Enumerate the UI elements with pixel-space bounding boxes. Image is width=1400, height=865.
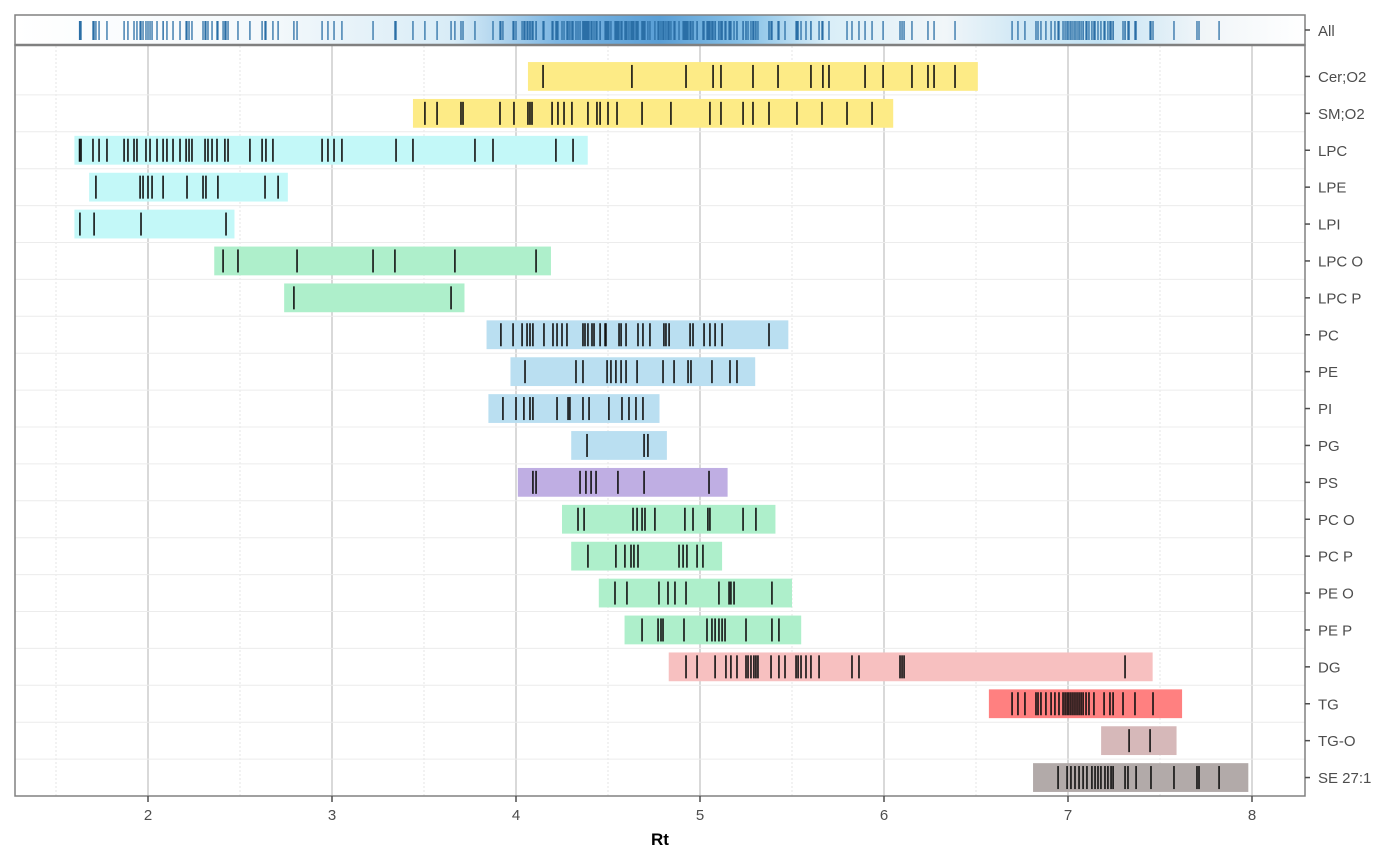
band-pi [488, 394, 660, 423]
y-label: LPC O [1318, 253, 1363, 270]
rt-ticks [78, 64, 1220, 790]
x-tick-label: 4 [512, 807, 520, 824]
y-label: PG [1318, 438, 1340, 455]
y-label: LPI [1318, 217, 1341, 234]
band-lpc-o [214, 246, 551, 276]
y-axis: Cer;O2 SM;O2 LPC LPE LPI LPC O LPC P PC PE PI PG PS… [1305, 69, 1371, 787]
y-label-all: All [1318, 23, 1335, 40]
x-tick-label: 5 [696, 807, 704, 824]
y-label: PE P [1318, 622, 1352, 639]
x-axis: 2 3 4 5 6 7 8 [144, 796, 1256, 824]
y-label: TG [1318, 696, 1339, 713]
y-label: PC P [1318, 549, 1353, 566]
band-pe [510, 357, 756, 387]
band-dg [668, 652, 1153, 682]
band-lpc [74, 135, 588, 165]
y-label: PE [1318, 364, 1338, 381]
y-label: TG-O [1318, 733, 1356, 750]
y-label: LPE [1318, 180, 1346, 197]
x-axis-title: Rt [651, 830, 669, 849]
band-se-27-1 [1033, 763, 1249, 792]
band-pe-o [598, 578, 792, 608]
y-label: PE O [1318, 586, 1354, 603]
y-label: PS [1318, 475, 1338, 492]
y-label: SM;O2 [1318, 106, 1365, 123]
band-lpe [89, 172, 288, 202]
x-tick-label: 8 [1248, 807, 1256, 824]
y-label: Cer;O2 [1318, 69, 1366, 86]
band-lpc-p [284, 283, 465, 313]
band-pg [571, 431, 667, 460]
band-sm-o2 [412, 98, 894, 128]
x-tick-label: 3 [328, 807, 336, 824]
band-pc-p [571, 541, 723, 571]
y-label: LPC [1318, 143, 1347, 160]
y-label: PI [1318, 401, 1332, 418]
x-tick-label: 2 [144, 807, 152, 824]
panel-frame [14, 43, 1306, 797]
y-label: PC [1318, 327, 1339, 344]
band-ps [517, 467, 728, 497]
y-label: LPC P [1318, 290, 1361, 307]
x-tick-label: 6 [880, 807, 888, 824]
y-label: SE 27:1 [1318, 770, 1371, 787]
all-summary-panel: All [14, 14, 1335, 46]
all-panel-background [14, 14, 1306, 46]
band-lpi [74, 209, 235, 239]
class-bands [74, 62, 1249, 792]
x-tick-label: 7 [1064, 807, 1072, 824]
band-tg-o [1101, 726, 1177, 756]
y-label: DG [1318, 659, 1341, 676]
band-pc-o [562, 504, 776, 534]
y-label: PC O [1318, 512, 1355, 529]
band-pe-p [624, 615, 802, 645]
